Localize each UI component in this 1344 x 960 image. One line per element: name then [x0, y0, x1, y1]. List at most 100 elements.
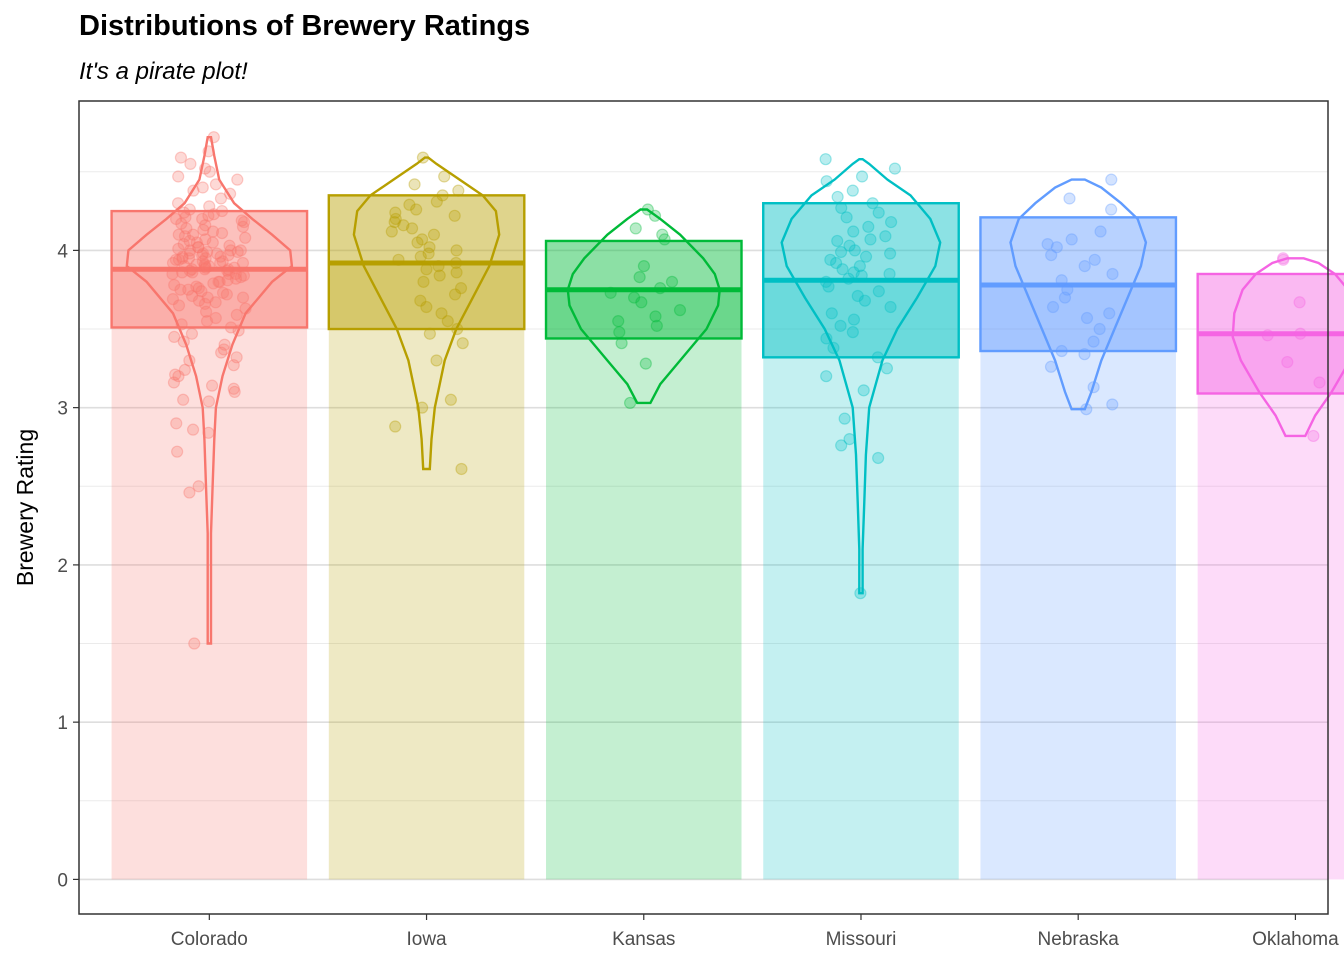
data-point — [420, 300, 433, 314]
data-point — [202, 260, 216, 273]
data-point — [389, 212, 402, 226]
data-point — [824, 253, 837, 266]
data-point — [237, 215, 251, 229]
data-point — [166, 256, 180, 270]
data-point — [186, 423, 200, 436]
data-point — [859, 250, 873, 263]
data-point — [183, 486, 196, 499]
data-point — [430, 354, 443, 367]
data-point — [456, 337, 469, 350]
data-point — [436, 189, 449, 202]
violin — [1009, 178, 1148, 411]
y-tick-label: 0 — [57, 870, 68, 891]
data-point — [613, 326, 626, 339]
data-point — [1307, 429, 1320, 443]
data-point — [654, 282, 667, 295]
data-point — [851, 289, 864, 303]
x-tick-label: Iowa — [406, 929, 447, 950]
data-point — [236, 256, 250, 270]
data-point — [1093, 322, 1106, 336]
data-point — [820, 370, 833, 383]
data-point — [665, 275, 679, 288]
data-point — [198, 258, 211, 271]
data-point — [199, 233, 212, 246]
data-point — [389, 420, 402, 433]
data-point — [172, 299, 186, 312]
data-point — [227, 359, 240, 372]
data-point — [847, 266, 860, 279]
data-point — [186, 266, 199, 279]
data-point — [1050, 241, 1063, 254]
data-point — [236, 220, 250, 233]
data-point — [182, 283, 195, 296]
data-point — [1106, 398, 1119, 411]
data-point — [623, 396, 637, 410]
data-point — [176, 266, 189, 279]
data-point — [1078, 260, 1091, 273]
data-point — [192, 282, 205, 295]
data-point — [202, 395, 215, 408]
data-point — [862, 220, 875, 233]
data-point — [207, 277, 220, 290]
data-point — [178, 260, 191, 273]
data-point — [444, 393, 457, 406]
data-point — [449, 256, 463, 270]
data-point — [221, 264, 234, 277]
data-point — [448, 288, 462, 301]
x-tick-label: Colorado — [171, 929, 248, 950]
data-point — [433, 269, 446, 282]
data-point — [629, 222, 642, 235]
mean-bar — [111, 269, 308, 880]
data-point — [448, 209, 461, 222]
data-point — [1281, 355, 1294, 369]
data-point — [183, 203, 196, 216]
data-point — [196, 181, 209, 194]
data-point — [872, 285, 885, 298]
violin — [566, 208, 721, 405]
data-point — [166, 293, 180, 306]
data-point — [847, 225, 860, 238]
data-point — [855, 170, 869, 183]
data-point — [200, 315, 214, 328]
data-point — [209, 296, 222, 309]
data-point — [196, 247, 210, 260]
data-point — [192, 241, 205, 254]
data-point — [637, 260, 651, 273]
data-point — [1293, 296, 1306, 309]
y-tick-label: 4 — [57, 241, 68, 262]
data-point — [177, 206, 191, 219]
data-point — [214, 250, 227, 263]
data-point — [223, 239, 236, 252]
data-point — [633, 271, 646, 284]
data-point — [212, 275, 225, 288]
data-point — [168, 278, 181, 292]
data-point — [187, 228, 200, 241]
data-point — [392, 253, 405, 266]
data-point — [192, 241, 205, 254]
data-point — [1055, 344, 1068, 358]
data-point — [214, 192, 228, 205]
y-tick-label: 1 — [57, 713, 68, 734]
data-point — [1105, 203, 1118, 216]
data-point — [842, 272, 855, 285]
y-tick-label: 3 — [57, 399, 68, 420]
data-point — [422, 247, 435, 260]
data-point — [197, 223, 210, 237]
data-point — [218, 338, 231, 351]
data-point — [198, 260, 211, 273]
data-point — [166, 267, 179, 281]
data-point — [195, 249, 209, 262]
data-point — [1061, 283, 1074, 296]
data-point — [185, 263, 199, 276]
mean-bar — [328, 262, 525, 880]
data-point — [846, 326, 859, 339]
data-point — [169, 368, 182, 381]
data-point — [673, 304, 687, 317]
data-point — [184, 157, 197, 171]
data-point — [170, 212, 183, 226]
data-point — [879, 230, 892, 243]
data-point — [178, 230, 192, 243]
data-point — [229, 272, 243, 285]
data-point — [408, 178, 421, 191]
